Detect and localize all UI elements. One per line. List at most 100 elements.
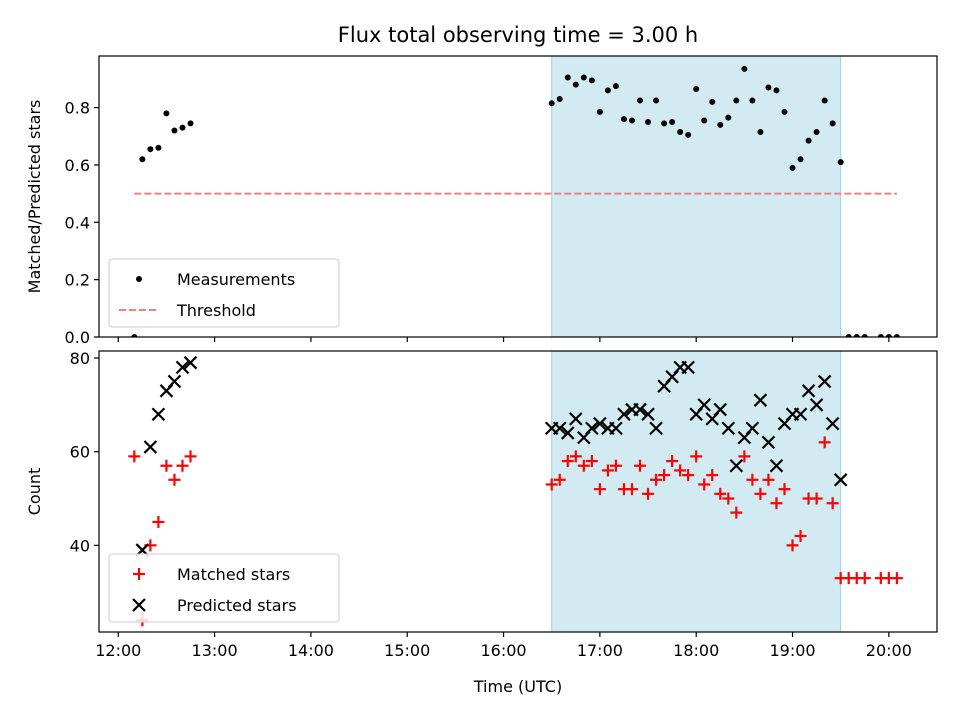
measurement-point xyxy=(773,87,780,94)
legend-label: Predicted stars xyxy=(177,596,297,615)
measurement-point xyxy=(131,334,138,337)
matched-star-point xyxy=(690,450,703,463)
measurement-point xyxy=(893,334,900,337)
predicted-star-point xyxy=(793,407,808,422)
matched-star-point xyxy=(128,450,141,463)
matched-star-point xyxy=(858,572,871,585)
matched-star-point xyxy=(730,506,743,519)
legend-swatch xyxy=(136,276,142,282)
matched-star-point xyxy=(625,483,638,496)
top-panel-ratio: 0.0 0.2 0.4 0.6 0.8 Matched/Predicted stars Me… xyxy=(25,55,938,347)
y-tick-label: 0.0 xyxy=(65,328,90,347)
measurement-point xyxy=(837,159,844,166)
measurement-point xyxy=(861,334,868,337)
matched-star-point xyxy=(738,450,751,463)
measurement-point xyxy=(669,118,676,125)
measurement-point xyxy=(805,137,812,144)
predicted-star-point xyxy=(609,421,623,436)
measurement-point xyxy=(757,128,764,135)
measurement-point xyxy=(877,334,884,337)
matched-star-point xyxy=(714,487,727,500)
measurement-point xyxy=(661,120,668,127)
measurement-point xyxy=(645,118,652,125)
measurement-point xyxy=(580,74,587,81)
predicted-star-point xyxy=(649,421,663,436)
predicted-star-point xyxy=(769,458,784,473)
y-axis-label: Matched/Predicted stars xyxy=(25,100,44,294)
measurement-point xyxy=(853,334,860,337)
measurement-point xyxy=(637,97,644,104)
series-matched-stars xyxy=(128,436,903,627)
legend-entry: Matched stars xyxy=(133,565,290,584)
measurement-point xyxy=(139,156,146,163)
series-measurements xyxy=(131,65,900,337)
matched-star-point xyxy=(176,459,189,472)
measurement-point xyxy=(147,146,154,153)
legend-entry: Threshold xyxy=(119,301,256,320)
predicted-star-point xyxy=(552,421,567,436)
measurement-point xyxy=(179,124,186,131)
measurement-point xyxy=(187,120,194,127)
predicted-star-point xyxy=(801,384,816,398)
predicted-star-point xyxy=(753,393,768,407)
measurement-point xyxy=(612,83,619,90)
x-tick-label: 17:00 xyxy=(577,641,623,660)
measurement-point xyxy=(765,84,772,91)
legend-label: Threshold xyxy=(176,301,256,320)
predicted-star-point xyxy=(143,440,158,454)
matched-star-point xyxy=(770,497,783,510)
matched-star-point xyxy=(593,483,606,496)
measurement-point xyxy=(685,131,692,138)
measurement-point xyxy=(797,156,804,163)
matched-star-point xyxy=(545,478,558,491)
predicted-star-point xyxy=(167,374,182,389)
legend: Measurements Threshold xyxy=(108,258,340,328)
measurement-point xyxy=(885,334,892,337)
measurement-point xyxy=(548,100,555,107)
matched-star-point xyxy=(810,492,823,505)
y-tick-label: 0.4 xyxy=(65,213,90,232)
y-axis-label: Count xyxy=(25,468,44,516)
measurement-point xyxy=(749,97,756,104)
y-tick-label: 0.2 xyxy=(65,271,90,290)
legend-swatch xyxy=(132,598,146,612)
predicted-star-point xyxy=(183,355,198,370)
matched-star-point xyxy=(754,487,767,500)
axes-frame xyxy=(98,350,938,633)
matched-star-point xyxy=(818,436,831,449)
predicted-star-point xyxy=(151,407,166,422)
x-tick-label: 19:00 xyxy=(769,641,815,660)
x-axis-label: Time (UTC) xyxy=(473,677,562,696)
measurement-point xyxy=(588,77,595,84)
matched-star-point xyxy=(152,515,165,528)
matched-star-point xyxy=(674,464,687,477)
predicted-star-point xyxy=(729,458,744,473)
legend-swatch xyxy=(133,568,145,580)
measurement-point xyxy=(709,98,716,105)
measurement-point xyxy=(717,121,724,128)
predicted-star-point xyxy=(560,426,575,440)
matched-star-point xyxy=(794,529,807,542)
predicted-star-point xyxy=(761,435,776,450)
measurement-point xyxy=(556,96,563,103)
matched-star-point xyxy=(722,492,735,505)
measurement-point xyxy=(845,334,852,337)
predicted-star-point xyxy=(617,407,631,422)
plot-area xyxy=(128,355,903,627)
measurement-point xyxy=(564,74,571,81)
measurement-point xyxy=(155,144,162,151)
matched-star-point xyxy=(609,459,622,472)
x-tick-label: 12:00 xyxy=(95,641,141,660)
x-tick-label: 20:00 xyxy=(866,641,912,660)
legend-label: Matched stars xyxy=(177,565,290,584)
measurement-point xyxy=(653,97,660,104)
predicted-star-point xyxy=(641,407,655,422)
measurement-point xyxy=(829,120,836,127)
x-tick-label: 16:00 xyxy=(480,641,526,660)
predicted-star-point xyxy=(585,421,599,436)
chart-title: Flux total observing time = 3.00 h xyxy=(338,23,698,47)
measurement-point xyxy=(821,97,828,104)
observing-interval-shade xyxy=(551,350,842,633)
predicted-star-point xyxy=(175,360,190,375)
